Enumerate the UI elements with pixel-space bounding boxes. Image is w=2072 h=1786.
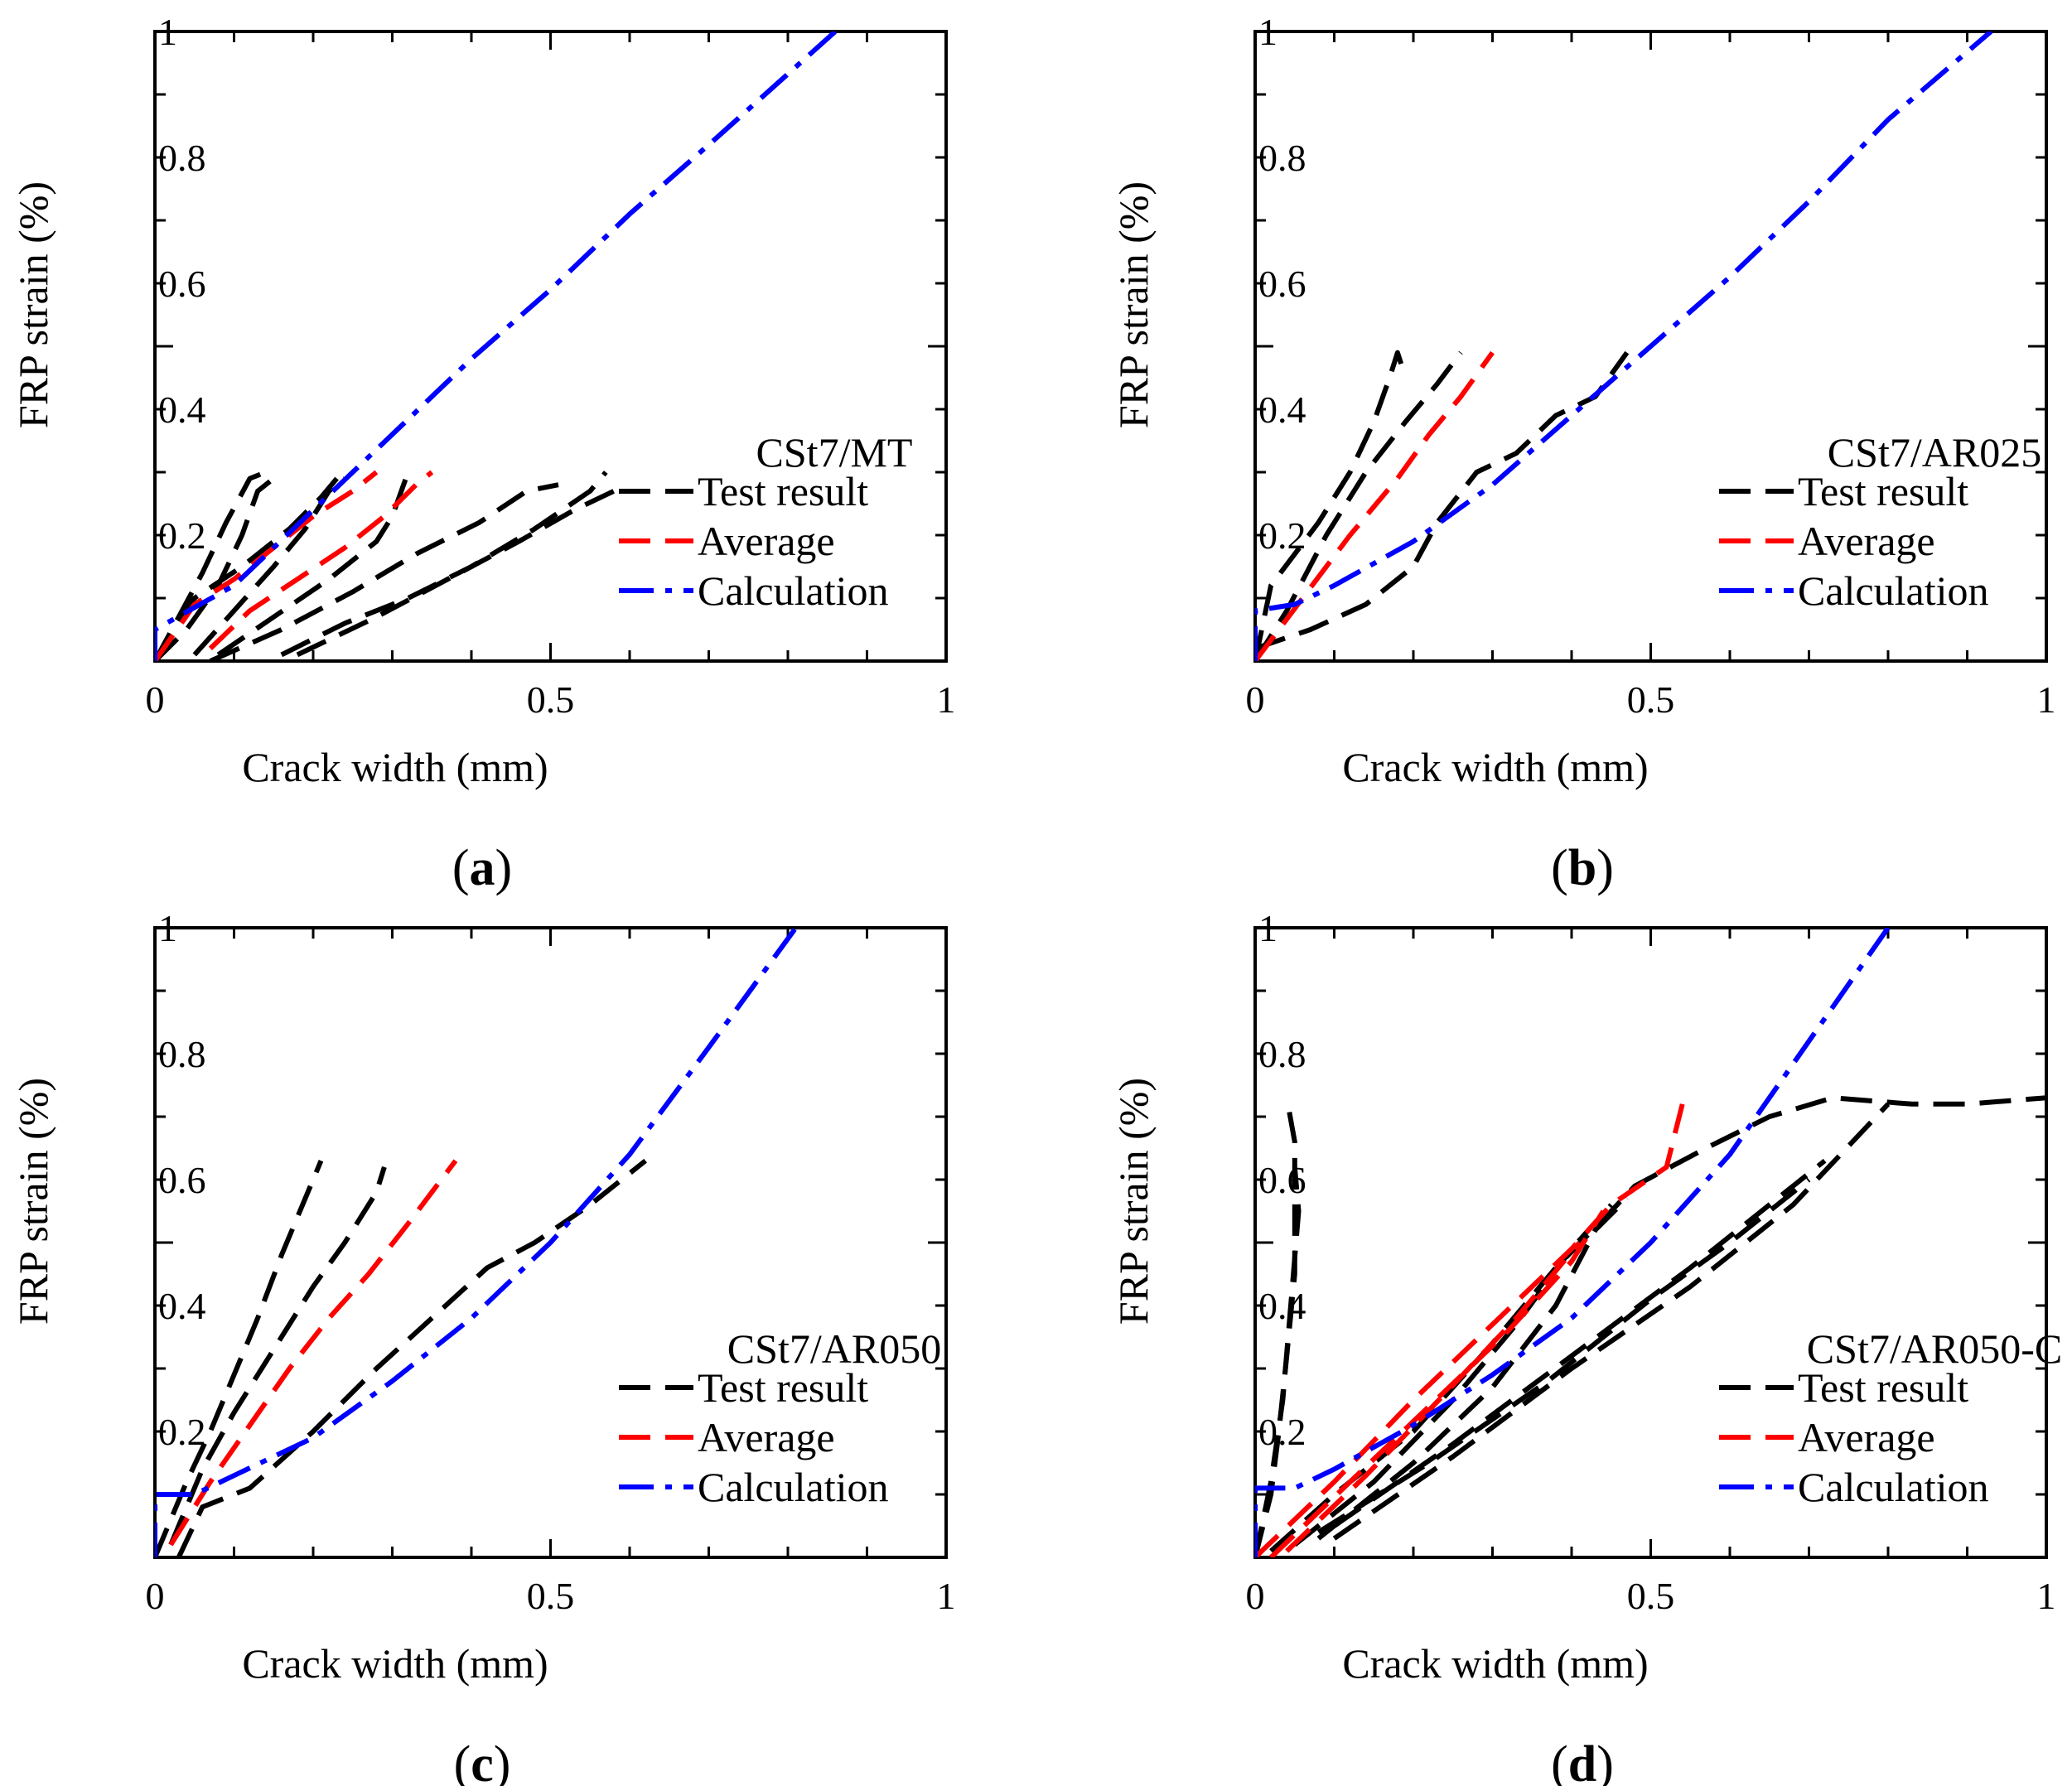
y-tick-label: 0.4 [1258, 389, 1306, 431]
x-tick-label: 0.5 [1627, 678, 1675, 721]
legend-label-calculation: Calculation [1798, 567, 1989, 614]
x-tick-label: 0.5 [1627, 1575, 1675, 1617]
series-line-test-result-4 [216, 471, 411, 657]
y-tick-label: 1 [1258, 11, 1277, 53]
specimen-label: CSt7/AR050-C [1807, 1325, 2062, 1372]
y-tick-label: 0.6 [158, 1159, 206, 1201]
x-axis-label: Crack width (mm) [1342, 1640, 1648, 1687]
series-line-test-result-5 [209, 482, 559, 661]
x-axis-label: Crack width (mm) [1342, 744, 1648, 790]
legend-label-test-result: Test result [698, 468, 868, 514]
series-line-test-result-2 [1255, 350, 1630, 651]
x-tick-label: 0.5 [527, 678, 575, 721]
legend-label-average: Average [698, 518, 835, 564]
panel-label: (d) [1551, 1736, 1614, 1786]
series-line-calculation-0 [1255, 928, 1891, 1557]
series-line-test-result-5 [1332, 1102, 1891, 1541]
series-line-test-result-2 [176, 1158, 647, 1557]
y-tick-label: 0.6 [158, 263, 206, 305]
series-line-test-result-1 [1255, 1166, 1302, 1557]
y-tick-label: 0.8 [1258, 137, 1306, 179]
series-line-average-2 [1285, 1241, 1582, 1553]
legend-label-average: Average [1798, 518, 1935, 564]
legend-label-average: Average [1798, 1414, 1935, 1460]
panel-label: (b) [1551, 840, 1614, 896]
specimen-label: CSt7/AR050 [727, 1325, 941, 1372]
x-tick-label: 1 [2037, 678, 2056, 721]
data-layer [1255, 31, 1993, 661]
data-layer [155, 31, 838, 661]
chart-panel-c: 0 0.5 1 0.2 0.4 0.6 0.8 1 Crack width (mm) FRP st… [10, 907, 956, 1786]
y-tick-label: 1 [158, 11, 177, 53]
x-tick-label: 1 [937, 1575, 956, 1617]
x-tick-label: 0 [146, 678, 165, 721]
y-tick-label: 0.8 [158, 137, 206, 179]
y-tick-label: 0.8 [1258, 1033, 1306, 1075]
series-line-test-result-4 [1316, 1196, 1629, 1541]
series-line-average-1 [208, 470, 434, 650]
legend-label-calculation: Calculation [698, 1464, 889, 1510]
x-axis-label: Crack width (mm) [242, 744, 548, 790]
legend-label-average: Average [698, 1414, 835, 1460]
series-line-test-result-6 [1332, 1158, 1827, 1528]
legend-label-test-result: Test result [1798, 468, 1968, 514]
legend-label-test-result: Test result [1798, 1364, 1968, 1411]
y-tick-label: 1 [1258, 907, 1277, 949]
y-tick-label: 0.6 [1258, 263, 1306, 305]
chart-panel-a: 0 0.5 1 0.2 0.4 0.6 0.8 1 Crack width (mm) FRP st… [10, 11, 956, 896]
x-tick-label: 1 [2037, 1575, 2056, 1617]
y-axis-label: FRP strain (%) [1110, 1078, 1157, 1325]
legend-label-calculation: Calculation [1798, 1464, 1989, 1510]
series-line-calculation-0 [155, 928, 799, 1557]
legend-label-test-result: Test result [698, 1364, 868, 1411]
x-tick-label: 0.5 [527, 1575, 575, 1617]
series-line-test-result-1 [1255, 350, 1463, 661]
series-line-calculation-0 [155, 31, 838, 661]
series-line-test-result-1 [168, 1166, 387, 1546]
legend-label-calculation: Calculation [698, 567, 889, 614]
y-tick-label: 0.4 [158, 389, 206, 431]
series-line-test-result-0 [155, 1160, 324, 1557]
series-line-average-0 [168, 1159, 458, 1547]
y-tick-label: 0.4 [1258, 1285, 1306, 1327]
x-tick-label: 0 [1246, 678, 1265, 721]
y-tick-label: 0.8 [158, 1033, 206, 1075]
series-line-test-result-1 [155, 476, 276, 661]
series-line-test-result-0 [155, 470, 267, 661]
series-line-test-result-7 [1316, 1177, 1811, 1535]
panel-label: (c) [454, 1736, 511, 1786]
series-line-test-result-7 [296, 489, 616, 658]
y-tick-label: 1 [158, 907, 177, 949]
x-axis-label: Crack width (mm) [242, 1640, 548, 1687]
series-line-average-1 [1269, 1209, 1606, 1557]
panel-label: (a) [452, 840, 512, 896]
x-tick-label: 0 [146, 1575, 165, 1617]
data-layer [155, 928, 799, 1557]
x-tick-label: 1 [937, 678, 956, 721]
y-tick-label: 0.6 [1258, 1159, 1306, 1201]
specimen-label: CSt7/AR025 [1828, 429, 2041, 475]
y-tick-label: 0.4 [158, 1285, 206, 1327]
series-line-average-0 [1255, 1103, 1685, 1557]
x-tick-label: 0 [1246, 1575, 1265, 1617]
specimen-label: CSt7/MT [756, 429, 913, 475]
data-layer [1255, 928, 2046, 1557]
y-axis-label: FRP strain (%) [10, 181, 56, 428]
y-axis-label: FRP strain (%) [1110, 181, 1157, 428]
series-line-average-0 [1255, 350, 1495, 661]
series-line-test-result-0 [1255, 350, 1408, 661]
y-tick-label: 0.2 [158, 514, 206, 557]
y-tick-label: 0.2 [158, 1411, 206, 1453]
series-line-calculation-0 [1255, 31, 1993, 661]
y-axis-label: FRP strain (%) [10, 1078, 56, 1325]
